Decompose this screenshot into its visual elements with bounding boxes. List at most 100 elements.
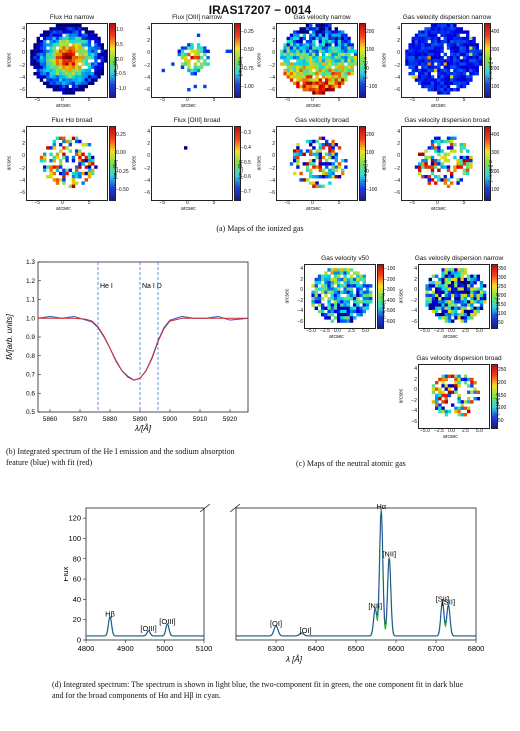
map-pixel (427, 84, 431, 89)
map-pixel (462, 62, 467, 66)
map-pixel (473, 274, 477, 278)
y-axis-label: arcsec (131, 52, 138, 67)
map-pixel (325, 162, 329, 166)
map-pixel (337, 30, 342, 34)
map-pixel (331, 30, 335, 34)
map-pixel (343, 306, 347, 310)
map-pixel (470, 384, 474, 388)
map-pixel (424, 30, 428, 34)
map-pixel (293, 75, 297, 79)
map-pixel (321, 175, 326, 179)
y-tick-label: −4 (269, 177, 275, 184)
map-pixel (340, 297, 344, 301)
map-pixel (39, 72, 44, 76)
map-pixel (315, 33, 319, 37)
y-tick-label: −2 (269, 62, 275, 69)
y-tick-label: 4 (272, 129, 275, 136)
map-pixel (299, 171, 303, 176)
x-tick-label: −5.0 (420, 428, 430, 434)
map-pixel (463, 374, 468, 378)
map-pixel (424, 155, 428, 160)
map-pixel (49, 59, 53, 63)
map-pixel (418, 81, 422, 85)
map-pixel (411, 68, 415, 73)
map-pixel (52, 68, 56, 73)
map-pixel (427, 165, 431, 169)
map-pixel (444, 271, 448, 275)
map-pixel (75, 175, 79, 179)
map-pixel (87, 159, 92, 163)
map-pixel (302, 46, 306, 50)
map-pixel (68, 88, 72, 92)
colorbar-tick-label: 150 (498, 301, 507, 308)
map-pixel (453, 36, 457, 41)
map-pixel (440, 33, 444, 37)
map-pixel (325, 165, 329, 169)
map-pixel (52, 52, 56, 57)
map-pixel (476, 309, 480, 314)
map-pixel (453, 168, 457, 172)
map-pixel (463, 300, 468, 304)
map-pixel (187, 88, 191, 92)
map-pixel (450, 36, 454, 41)
map-pixel (321, 56, 326, 60)
map-pixel (225, 49, 229, 53)
map-plot (401, 23, 483, 98)
map-pixel (330, 271, 334, 275)
map-plot (401, 126, 483, 201)
map-pixel (293, 56, 297, 60)
x-tick-label: 6300 (268, 644, 285, 653)
map-pixel (334, 143, 338, 147)
map-pixel (466, 36, 470, 41)
map-pixel (440, 30, 444, 34)
map-pixel (479, 290, 484, 294)
caption-c: (c) Maps of the neutral atomic gas (296, 459, 406, 468)
map-pixel (286, 56, 290, 60)
map-pixel (91, 62, 95, 66)
map-pixel (349, 309, 354, 314)
map-pixel (68, 40, 72, 44)
map-pixel (30, 49, 34, 53)
map-pixel (43, 36, 47, 41)
map-pixel (328, 152, 332, 156)
map-pixel (467, 284, 471, 288)
map-pixel (52, 33, 56, 37)
map-pixel (333, 281, 338, 285)
colorbar-tick-label: 50 (498, 319, 504, 326)
map-pixel (427, 30, 431, 34)
map-pixel (84, 52, 88, 57)
y-tick-label: 1.1 (26, 297, 35, 304)
map-pixel (62, 178, 66, 182)
x-axis-label: arcsec (306, 103, 321, 109)
y-tick-label: 4 (397, 129, 400, 136)
map-pixel (459, 146, 463, 150)
map-pixel (331, 149, 335, 153)
map-pixel (431, 400, 436, 404)
map-pixel (315, 91, 319, 95)
map-pixel (424, 81, 428, 85)
map-pixel (296, 84, 300, 89)
map-pixel (424, 56, 428, 60)
x-tick-label: 0.0 (448, 328, 455, 334)
map-pixel (299, 52, 303, 57)
map-pixel (469, 46, 473, 50)
map-pixel (441, 284, 445, 288)
map-pixel (447, 306, 452, 310)
map-pixel (196, 59, 201, 63)
map-pixel (467, 313, 471, 317)
map-pixel (353, 59, 357, 63)
map-pixel (441, 300, 445, 304)
map-pixel (346, 300, 350, 304)
map-pixel (321, 30, 326, 34)
map-pixel (87, 33, 92, 37)
colorbar (109, 126, 116, 201)
map-pixel (462, 75, 467, 79)
map-pixel (466, 165, 470, 169)
map-pixel (460, 297, 464, 301)
colorbar-tick-label: 0.5 (116, 41, 123, 48)
map-pixel (430, 155, 435, 160)
map-pixel (362, 306, 366, 310)
map-pixel (91, 56, 95, 60)
map-pixel (315, 30, 319, 34)
map-pixel (62, 139, 66, 144)
